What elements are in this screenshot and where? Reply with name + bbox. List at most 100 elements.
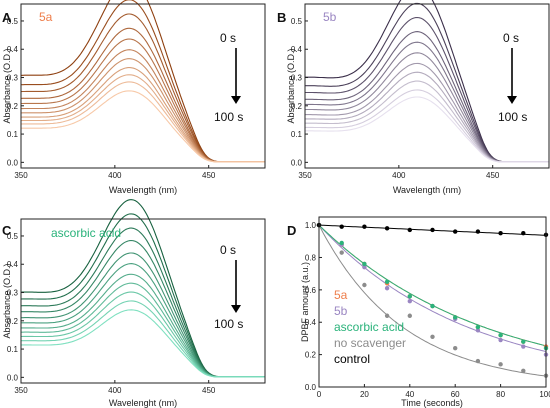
- point-control-10: [339, 224, 344, 229]
- legend-no-scavenger: no scavenger: [334, 336, 406, 350]
- panel-c-y-tick-label-3: 0.3: [7, 289, 19, 298]
- panel-c-y-ticks: 0.0 0.1 0.2 0.3 0.4 0.5: [7, 232, 24, 382]
- legend-5b: 5b: [334, 304, 348, 318]
- panel-c-spectrum-100s: [20, 309, 265, 378]
- panel-b-frame: [304, 3, 550, 169]
- panel-b-y-tick-label-2: 0.2: [291, 102, 303, 111]
- point-5b-20: [362, 264, 367, 270]
- point-ascorbic-acid-60: [453, 315, 458, 320]
- panel-c-x-ticks: 350 400 450: [14, 380, 216, 395]
- panel-c: C 0.0 0.1 0.2 0.3 0.4 0.5 350 400 450 ascorbic …: [2, 199, 266, 408]
- point-control-70: [475, 229, 481, 234]
- point-5b-90: [521, 344, 526, 349]
- panel-c-spectra: [20, 199, 265, 378]
- point-control-80: [498, 230, 503, 236]
- panel-b-y-tick-label-5: 0.5: [291, 17, 303, 26]
- point-5b-30: [384, 286, 390, 291]
- point-ascorbic-acid-40: [407, 294, 412, 299]
- point-no-scavenger-60: [453, 345, 458, 351]
- panel-b-x-axis-label: Wavelength (nm): [393, 185, 461, 195]
- panel-a-spectra: [20, 0, 265, 163]
- panel-a-y-ticks: 0.0 0.1 0.2 0.3 0.4 0.5: [7, 17, 24, 167]
- panel-a-time-start: 0 s: [220, 31, 236, 45]
- panel-a-y-tick-label-3: 0.3: [7, 74, 19, 83]
- panel-c-y-tick-label-2: 0.2: [7, 317, 19, 326]
- panel-c-x-tick-label-0: 350: [14, 386, 28, 395]
- panel-d-y-tick-label-3: 0.6: [305, 286, 317, 295]
- panel-b-x-tick-label-2: 450: [486, 171, 500, 180]
- point-control-20: [362, 224, 367, 229]
- point-ascorbic-acid-50: [430, 303, 435, 309]
- panel-b-y-axis-label: Absorbance (O.D.): [286, 48, 296, 123]
- point-ascorbic-acid-30: [384, 279, 390, 284]
- point-control-40: [407, 227, 412, 233]
- panel-c-spectrum-30s: [21, 239, 265, 378]
- panel-b-arrow-head: [507, 96, 517, 104]
- panel-d-x-axis-label: Time (seconds): [401, 398, 463, 408]
- panel-d-y-tick-label-1: 0.2: [305, 351, 317, 360]
- panel-b-time-end: 100 s: [498, 110, 527, 124]
- panel-c-x-tick-label-1: 400: [108, 386, 122, 395]
- point-no-scavenger-10: [339, 250, 344, 255]
- panel-c-y-tick-label-4: 0.4: [7, 260, 19, 269]
- point-no-scavenger-20: [362, 282, 367, 288]
- panel-d-x-tick-label-1: 20: [360, 390, 369, 399]
- panel-a-spectrum-50s: [21, 49, 265, 163]
- panel-d-y-tick-label-5: 1.0: [305, 221, 317, 230]
- point-ascorbic-acid-90: [521, 339, 526, 344]
- panel-b-y-ticks: 0.0 0.1 0.2 0.3 0.4 0.5: [291, 17, 308, 167]
- panel-a-frame: [20, 3, 266, 169]
- point-5b-40: [407, 298, 412, 304]
- point-no-scavenger-40: [407, 313, 412, 318]
- panel-a-legend-label: 5a: [39, 10, 53, 24]
- panel-b: B 0.0 0.1 0.2 0.3 0.4 0.5 350 400 450 5b 0 s 10…: [277, 0, 550, 195]
- panel-a-x-axis-label: Wavelength (nm): [109, 185, 177, 195]
- panel-b-legend-label: 5b: [323, 10, 337, 24]
- panel-b-x-ticks: 350 400 450: [298, 165, 500, 180]
- fit-line-5b: [318, 224, 547, 353]
- legend-5a: 5a: [334, 288, 348, 302]
- panel-c-y-tick-label-0: 0.0: [7, 373, 19, 382]
- point-control-50: [430, 227, 435, 233]
- point-no-scavenger-30: [384, 313, 390, 318]
- panel-b-y-tick-label-0: 0.0: [291, 158, 303, 167]
- panel-a-arrow-head: [231, 96, 241, 104]
- panel-d-x-tick-label-5: 100: [539, 390, 550, 399]
- panel-c-time-start: 0 s: [220, 243, 236, 257]
- point-no-scavenger-80: [498, 362, 503, 367]
- point-ascorbic-acid-10: [339, 240, 344, 246]
- panel-a-x-tick-label-0: 350: [14, 171, 28, 180]
- panel-d-x-ticks: 0 20 40 60 80 100: [317, 384, 550, 399]
- panel-d-x-tick-label-0: 0: [317, 390, 322, 399]
- panel-a-y-tick-label-2: 0.2: [7, 102, 19, 111]
- point-ascorbic-acid-20: [362, 261, 367, 267]
- panel-b-spectra: [304, 0, 549, 163]
- panel-letter-c: C: [2, 223, 12, 238]
- panel-letter-b: B: [277, 10, 286, 25]
- point-control-30: [384, 226, 390, 231]
- panel-b-time-start: 0 s: [503, 31, 519, 45]
- panel-a-x-tick-label-1: 400: [108, 171, 122, 180]
- panel-a-y-axis-label: Absorbance (O.D.): [2, 48, 12, 123]
- panel-d-x-tick-label-2: 40: [405, 390, 414, 399]
- panel-a-spectrum-100s: [21, 90, 265, 163]
- panel-d-data-points: [316, 222, 549, 378]
- panel-d-legend: 5a 5b ascorbic acid no scavenger control: [334, 288, 406, 366]
- panel-b-y-tick-label-1: 0.1: [291, 130, 303, 139]
- panel-c-arrow-head: [231, 305, 241, 313]
- panel-c-frame: [20, 218, 266, 384]
- panel-d-y-tick-label-2: 0.4: [305, 318, 317, 327]
- panel-d-y-tick-label-4: 0.8: [305, 253, 317, 262]
- panel-a-y-tick-label-1: 0.1: [7, 130, 19, 139]
- panel-c-time-end: 100 s: [214, 317, 243, 331]
- panel-b-spectrum-100s: [305, 96, 549, 163]
- point-control-90: [521, 230, 526, 236]
- panel-c-legend-label: ascorbic acid: [51, 226, 121, 240]
- panel-a-y-tick-label-4: 0.4: [7, 45, 19, 54]
- fit-line-no-scavenger: [318, 224, 547, 377]
- legend-control: control: [334, 352, 370, 366]
- panel-c-spectrum-40s: [21, 252, 265, 378]
- point-no-scavenger-50: [430, 334, 435, 340]
- panel-a-y-tick-label-5: 0.5: [7, 17, 19, 26]
